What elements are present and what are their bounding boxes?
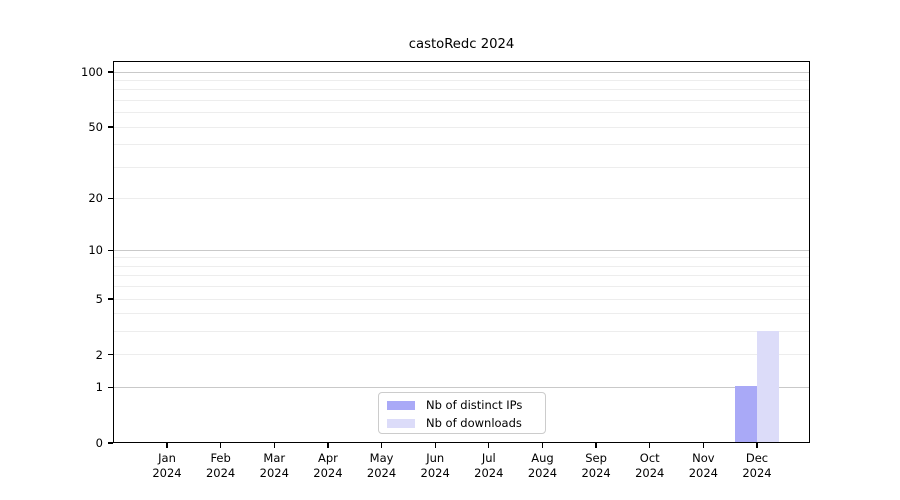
y-tick-label: 100 xyxy=(81,65,103,79)
x-tick-label-line: Sep xyxy=(585,450,607,465)
gridline-major xyxy=(114,249,809,251)
x-tick-label-line: May xyxy=(369,450,394,465)
chart-title: castoRedc 2024 xyxy=(408,37,515,52)
gridline-minor xyxy=(114,112,809,114)
x-tick-label: Jul 2024 xyxy=(459,451,519,482)
y-tick-label: 1 xyxy=(95,380,103,395)
x-tick-mark xyxy=(488,443,490,448)
x-tick-label-line: 2024 xyxy=(152,466,182,480)
x-tick-mark xyxy=(756,443,758,448)
x-tick-label-line: 2024 xyxy=(259,466,289,480)
x-tick-label-line: 2024 xyxy=(420,466,450,480)
legend-swatch-distinct-ips xyxy=(387,401,415,410)
y-tick-label: 0 xyxy=(95,436,103,450)
x-tick-label: Oct 2024 xyxy=(620,451,680,482)
x-tick-label-line: 2024 xyxy=(688,466,718,480)
x-tick-label-line: Oct xyxy=(639,450,660,465)
x-tick-label: Jun 2024 xyxy=(405,451,465,482)
y-tick-mark xyxy=(108,126,113,128)
x-tick-mark xyxy=(327,443,329,448)
y-tick-mark xyxy=(108,442,113,444)
x-tick-label-line: 2024 xyxy=(635,466,665,480)
x-tick-label-line: Feb xyxy=(210,450,231,465)
x-tick-label: Mar 2024 xyxy=(244,451,304,482)
gridline-minor xyxy=(114,354,809,356)
x-tick-mark xyxy=(434,443,436,448)
x-tick-mark xyxy=(380,443,383,448)
gridline-minor xyxy=(114,265,809,267)
y-tick-mark xyxy=(108,197,113,199)
legend-label-downloads: Nb of downloads xyxy=(426,416,522,430)
x-tick-label: Apr 2024 xyxy=(298,451,358,482)
gridline-minor xyxy=(114,166,809,168)
y-tick-mark xyxy=(108,71,113,73)
legend: Nb of distinct IPs Nb of downloads xyxy=(378,392,546,434)
legend-label-distinct-ips: Nb of distinct IPs xyxy=(426,398,523,412)
x-tick-label-line: Mar xyxy=(263,450,286,465)
y-tick-label: 50 xyxy=(88,119,103,134)
x-tick-label-line: Dec xyxy=(745,450,769,465)
x-tick-label-line: 2024 xyxy=(581,466,611,480)
legend-item-distinct-ips: Nb of distinct IPs xyxy=(387,397,545,414)
x-tick-label-line: 2024 xyxy=(527,466,558,480)
x-tick-mark xyxy=(595,443,597,448)
x-tick-mark xyxy=(702,443,704,448)
gridline-minor xyxy=(114,79,809,81)
bar-downloads xyxy=(757,330,779,442)
gridline-minor xyxy=(114,286,809,288)
gridline-minor xyxy=(114,144,809,146)
x-tick-label: Sep 2024 xyxy=(566,451,626,482)
gridline-minor xyxy=(114,126,809,128)
y-tick-mark xyxy=(108,354,113,356)
x-tick-label-line: Jun xyxy=(426,450,445,465)
x-tick-label-line: Aug xyxy=(531,450,554,465)
gridline-minor xyxy=(114,275,809,277)
x-tick-label-line: 2024 xyxy=(205,466,236,480)
x-tick-label: Nov 2024 xyxy=(673,451,733,482)
x-tick-mark xyxy=(219,443,222,448)
gridline-minor xyxy=(114,313,809,315)
x-tick-label-line: Nov xyxy=(692,450,715,465)
plot-area xyxy=(113,61,810,443)
y-tick-mark xyxy=(108,298,113,300)
gridline-minor xyxy=(114,298,809,300)
gridline-major xyxy=(114,71,809,73)
x-tick-mark xyxy=(649,443,651,448)
x-tick-label-line: 2024 xyxy=(313,466,343,480)
y-tick-label: 5 xyxy=(95,291,103,306)
x-tick-label-line: 2024 xyxy=(474,466,504,480)
x-tick-label-line: 2024 xyxy=(742,466,772,480)
y-tick-label: 20 xyxy=(88,191,103,206)
x-tick-label-line: Apr xyxy=(317,450,338,465)
y-tick-mark xyxy=(108,249,113,251)
x-tick-label: Aug 2024 xyxy=(512,451,572,482)
gridline-minor xyxy=(114,197,809,199)
gridline-major xyxy=(114,386,809,388)
x-tick-label: Jan 2024 xyxy=(137,451,197,482)
x-tick-label: Dec 2024 xyxy=(727,451,787,482)
gridline-minor xyxy=(114,331,809,333)
x-tick-label-line: Jan xyxy=(158,450,176,465)
x-tick-label-line: 2024 xyxy=(366,466,397,480)
x-tick-mark xyxy=(273,443,275,448)
x-tick-mark xyxy=(541,443,544,448)
bar-distinct-ips xyxy=(735,386,757,442)
y-tick-label: 2 xyxy=(95,347,103,362)
gridline-minor xyxy=(114,89,809,91)
gridline-minor xyxy=(114,257,809,259)
y-tick-label: 10 xyxy=(88,243,103,258)
gridline-minor xyxy=(114,99,809,101)
x-tick-mark xyxy=(166,443,168,448)
y-tick-mark xyxy=(108,386,113,388)
legend-swatch-downloads xyxy=(387,419,415,428)
x-tick-label: Feb 2024 xyxy=(191,451,251,482)
legend-item-downloads: Nb of downloads xyxy=(387,415,545,432)
x-tick-label-line: Jul xyxy=(481,450,496,465)
x-tick-label: May 2024 xyxy=(352,451,412,482)
